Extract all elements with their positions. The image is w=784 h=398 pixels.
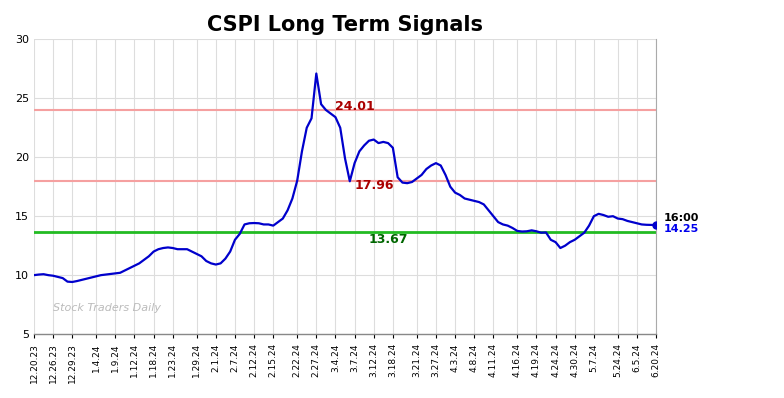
Text: 16:00: 16:00 [663,213,699,223]
Text: 17.96: 17.96 [354,179,394,192]
Text: Stock Traders Daily: Stock Traders Daily [53,303,161,314]
Text: 14.25: 14.25 [663,224,699,234]
Text: 24.01: 24.01 [336,100,376,113]
Title: CSPI Long Term Signals: CSPI Long Term Signals [207,15,483,35]
Text: 13.67: 13.67 [369,233,408,246]
